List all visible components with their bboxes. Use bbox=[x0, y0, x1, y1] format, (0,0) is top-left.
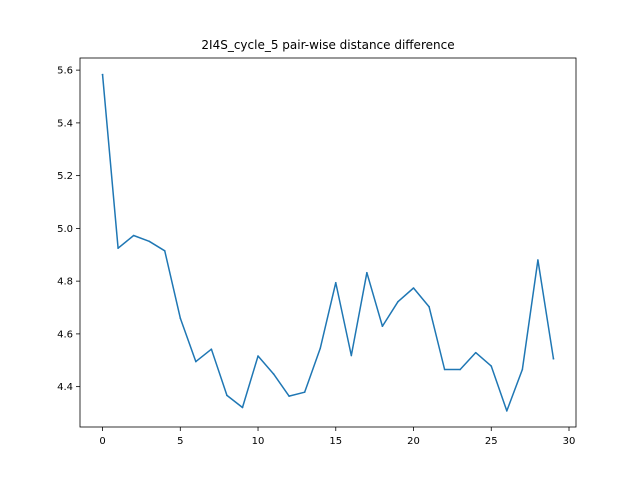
data-point bbox=[319, 347, 322, 350]
data-point bbox=[552, 357, 555, 360]
data-point bbox=[366, 271, 368, 274]
data-point bbox=[459, 368, 461, 371]
data-point bbox=[163, 250, 166, 252]
data-point bbox=[334, 281, 337, 284]
plot-frame bbox=[79, 57, 577, 428]
y-tick-label: 5.4 bbox=[57, 118, 73, 129]
y-tick-label: 5.6 bbox=[57, 66, 73, 77]
data-point bbox=[443, 368, 446, 371]
data-point bbox=[412, 287, 415, 289]
data-point bbox=[381, 325, 384, 328]
data-point bbox=[288, 395, 290, 397]
x-tick-label: 0 bbox=[99, 436, 105, 447]
data-point bbox=[132, 234, 135, 237]
data-point bbox=[257, 355, 259, 357]
y-axis: 4.4 4.6 4.8 5.0 5.2 5.4 5.6 bbox=[57, 66, 80, 393]
x-axis: 0 5 10 15 20 25 30 bbox=[99, 427, 575, 447]
chart-title: 2I4S_cycle_5 pair-wise distance differen… bbox=[201, 38, 454, 52]
data-point bbox=[537, 259, 539, 261]
x-tick-label: 20 bbox=[407, 436, 420, 447]
data-point bbox=[490, 365, 493, 367]
data-point bbox=[179, 317, 182, 319]
y-tick-label: 4.4 bbox=[57, 382, 73, 393]
x-tick-label: 15 bbox=[329, 436, 342, 447]
data-point bbox=[148, 240, 150, 243]
x-tick-label: 5 bbox=[177, 436, 183, 447]
series-line bbox=[101, 73, 555, 412]
data-point bbox=[521, 368, 524, 371]
x-tick-label: 30 bbox=[563, 436, 576, 447]
data-point bbox=[397, 300, 399, 303]
data-point bbox=[241, 406, 244, 409]
data-point bbox=[303, 391, 306, 393]
data-point bbox=[474, 351, 477, 354]
data-point bbox=[210, 348, 213, 350]
data-point bbox=[117, 247, 119, 249]
y-tick-label: 5.2 bbox=[57, 171, 73, 182]
data-point bbox=[101, 73, 104, 76]
y-tick-label: 4.6 bbox=[57, 329, 73, 340]
data-point bbox=[350, 354, 353, 357]
y-tick-label: 4.8 bbox=[57, 277, 73, 288]
y-tick-label: 5.0 bbox=[57, 224, 73, 235]
data-point bbox=[226, 394, 228, 397]
data-point bbox=[506, 410, 508, 412]
x-tick-label: 25 bbox=[485, 436, 498, 447]
x-tick-label: 10 bbox=[252, 436, 265, 447]
series-layer bbox=[101, 73, 555, 412]
data-point bbox=[428, 305, 430, 308]
data-point bbox=[195, 360, 197, 363]
data-point bbox=[272, 373, 275, 375]
